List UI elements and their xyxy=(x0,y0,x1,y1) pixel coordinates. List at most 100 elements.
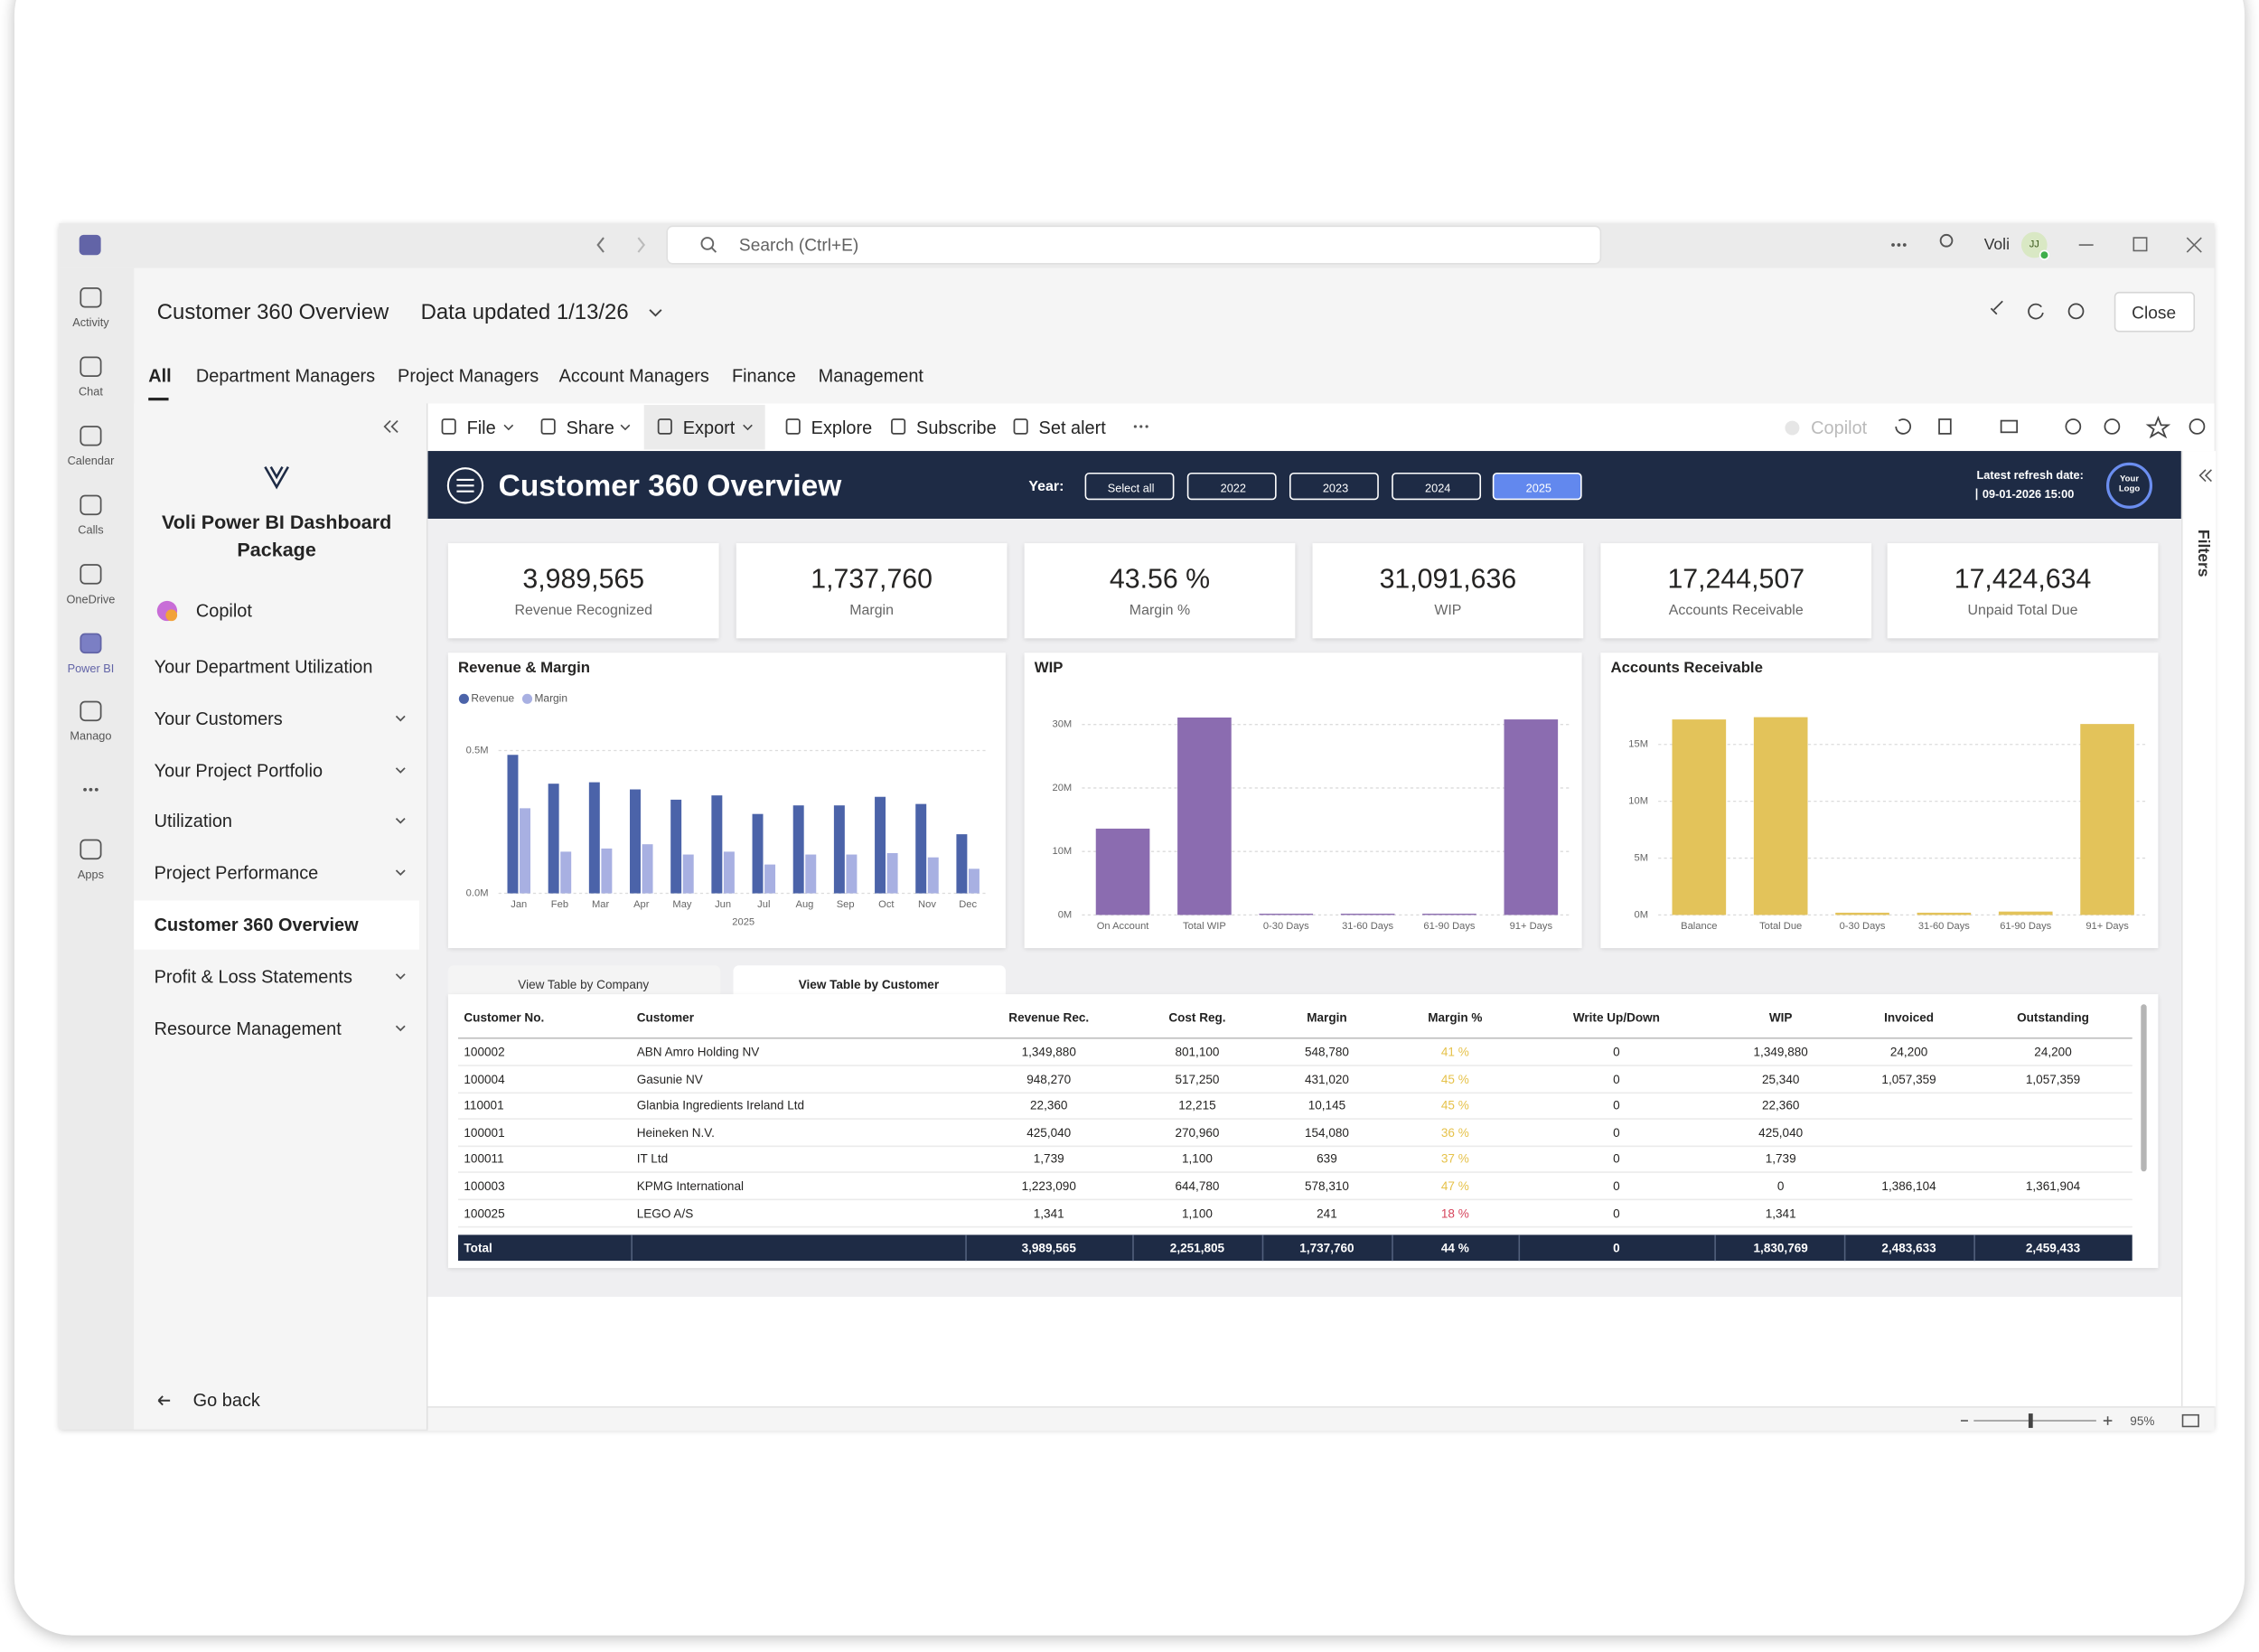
year-button[interactable]: Select all xyxy=(1084,472,1175,501)
filters-label[interactable]: Filters xyxy=(2194,529,2212,577)
nav-item[interactable]: Your Department Utilization xyxy=(154,657,373,678)
nav-item[interactable]: Customer 360 Overview xyxy=(154,915,359,935)
legend-swatch xyxy=(458,693,469,704)
total-cell: 1,737,760 xyxy=(1299,1240,1354,1255)
dropdown-chevron[interactable] xyxy=(649,309,662,317)
bar xyxy=(846,854,858,894)
table-cell: 0 xyxy=(1613,1178,1620,1194)
table-cell: 36 % xyxy=(1440,1125,1469,1140)
data-updated[interactable]: Data updated 1/13/26 xyxy=(420,300,629,325)
toolbar-item[interactable]: Set alert xyxy=(1038,418,1106,438)
package-name: Voli Power BI Dashboard Package xyxy=(161,512,392,561)
zoom-thumb[interactable] xyxy=(2028,1413,2033,1429)
people-icon xyxy=(1939,233,1954,248)
column-header[interactable]: Write Up/Down xyxy=(1572,1009,1660,1025)
year-button-label: 2024 xyxy=(1425,481,1451,494)
chart: Revenue & Margin 0.0M 0.5M Jan Feb Mar Apr May J… xyxy=(458,659,989,927)
report-title: Customer 360 Overview xyxy=(498,469,842,503)
tab[interactable]: Department Managers xyxy=(195,365,376,387)
total-cell: Total xyxy=(464,1240,492,1255)
rail-label[interactable]: Activity xyxy=(72,315,109,330)
tab[interactable]: Finance xyxy=(731,365,796,387)
table-tab[interactable] xyxy=(447,965,721,995)
close-button[interactable] xyxy=(2114,291,2196,333)
go-back[interactable]: Go back xyxy=(192,1390,260,1411)
toolbar-item[interactable]: File xyxy=(466,418,496,438)
teams-logo xyxy=(79,234,101,256)
table-cell: 1,341 xyxy=(1033,1206,1064,1221)
bar xyxy=(1504,719,1559,915)
zoom-in[interactable] xyxy=(2103,1416,2113,1425)
column-header[interactable]: Invoiced xyxy=(1884,1009,1935,1025)
toolbar-item[interactable]: Export xyxy=(682,418,736,438)
rail-label[interactable]: Calls xyxy=(78,523,104,537)
row-rule xyxy=(458,1118,2132,1120)
table-tab-label[interactable]: View Table by Company xyxy=(518,977,650,991)
column-header[interactable]: WIP xyxy=(1768,1009,1793,1025)
nav-copilot[interactable]: Copilot xyxy=(195,600,252,622)
nav-item[interactable]: Utilization xyxy=(154,811,232,831)
expand-filters[interactable] xyxy=(2198,469,2212,483)
fit-page[interactable] xyxy=(2181,1413,2199,1428)
year-button[interactable]: 2024 xyxy=(1392,472,1482,501)
table-cell: 0 xyxy=(1776,1178,1785,1194)
column-header[interactable]: Customer xyxy=(636,1009,695,1025)
toolbar-item[interactable]: Explore xyxy=(811,418,873,438)
toolbar-icons[interactable] xyxy=(1895,300,2206,439)
rail-label[interactable]: Chat xyxy=(78,385,103,399)
column-header[interactable]: Revenue Rec. xyxy=(1008,1009,1090,1025)
toolbar-icon xyxy=(441,418,456,435)
nav-item[interactable]: Resource Management xyxy=(154,1018,342,1039)
tab[interactable]: Account Managers xyxy=(558,365,709,387)
bar xyxy=(2080,724,2134,915)
nav-item[interactable]: Your Customers xyxy=(154,709,283,729)
table-cell: 37 % xyxy=(1440,1150,1469,1166)
rail-label[interactable]: OneDrive xyxy=(66,593,116,606)
more-icon[interactable] xyxy=(1133,425,1148,428)
kpi-label: Margin % xyxy=(1129,603,1191,619)
more-icon[interactable] xyxy=(1891,243,1907,247)
rail-label[interactable]: Power BI xyxy=(67,662,115,675)
nav-item[interactable]: Profit & Loss Statements xyxy=(154,966,352,988)
kpi-card: 31,091,636 WIP xyxy=(1312,543,1584,639)
search-box[interactable] xyxy=(666,225,1602,265)
year-button[interactable]: 2022 xyxy=(1186,472,1277,501)
column-header[interactable]: Cost Reg. xyxy=(1168,1009,1226,1025)
table-cell: 644,780 xyxy=(1175,1178,1220,1194)
nav-item[interactable]: Project Performance xyxy=(154,863,319,884)
column-header[interactable]: Customer No. xyxy=(464,1009,545,1025)
column-header[interactable]: Outstanding xyxy=(2017,1009,2089,1025)
app-rail xyxy=(59,268,135,1430)
table-tab[interactable] xyxy=(733,965,1006,996)
nav-item[interactable]: Your Project Portfolio xyxy=(154,760,323,782)
close-label[interactable]: Close xyxy=(2132,302,2177,324)
column-header[interactable]: Margin % xyxy=(1428,1009,1483,1025)
total-cell: 1,830,769 xyxy=(1753,1240,1808,1255)
toolbar-icon xyxy=(785,418,801,435)
maximize[interactable] xyxy=(2132,237,2148,252)
toolbar-item[interactable]: Subscribe xyxy=(916,418,997,438)
year-button[interactable]: 2023 xyxy=(1289,472,1379,501)
tab[interactable]: All xyxy=(148,365,172,387)
avatar[interactable] xyxy=(2020,231,2048,258)
rail-icon xyxy=(80,633,102,654)
year-button[interactable]: 2025 xyxy=(1492,472,1582,501)
rail-label[interactable]: Calendar xyxy=(67,455,115,468)
toolbar-item[interactable]: Share xyxy=(566,418,614,438)
tab[interactable]: Project Managers xyxy=(398,365,539,387)
collapse-nav[interactable] xyxy=(383,419,398,433)
menu-button[interactable] xyxy=(446,467,484,504)
table-tab-label[interactable]: View Table by Customer xyxy=(798,977,940,991)
chart-title: Revenue & Margin xyxy=(458,659,590,676)
table-cell: 100004 xyxy=(464,1072,505,1087)
rail-label[interactable]: Apps xyxy=(77,868,104,881)
close-window[interactable] xyxy=(2186,237,2202,253)
table-cell: 100011 xyxy=(464,1150,504,1166)
table-cell: 1,739 xyxy=(1033,1150,1064,1166)
column-header[interactable]: Margin xyxy=(1307,1009,1347,1025)
table-cell: 100001 xyxy=(464,1125,505,1140)
rail-label[interactable]: Manago xyxy=(70,729,112,743)
table-cell: 24,200 xyxy=(1889,1044,1928,1059)
tab[interactable]: Management xyxy=(818,365,923,387)
y-tick-label: 20M xyxy=(1053,783,1073,793)
